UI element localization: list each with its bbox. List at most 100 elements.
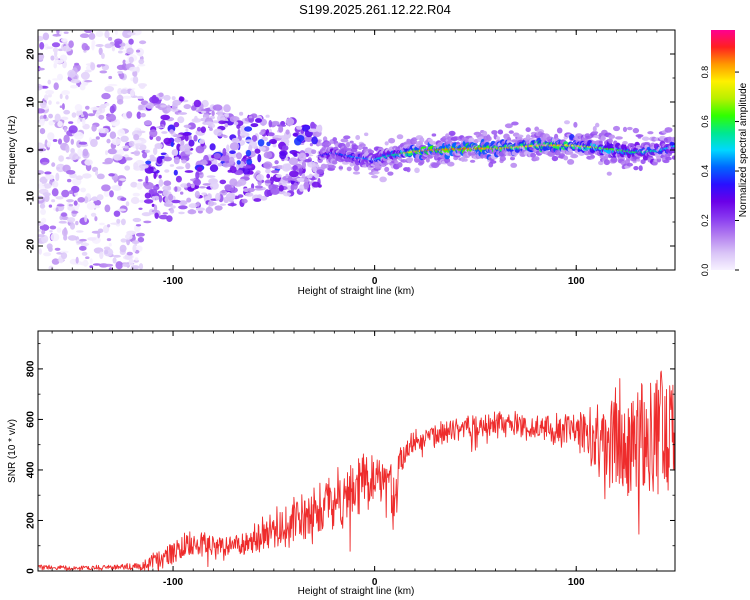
heatmap-cell bbox=[117, 208, 127, 212]
heatmap-cell bbox=[264, 189, 271, 198]
heatmap-cell bbox=[56, 101, 60, 105]
heatmap-cell bbox=[173, 121, 180, 128]
heatmap-cell bbox=[52, 139, 58, 142]
heatmap-cell bbox=[42, 32, 50, 41]
heatmap-cell bbox=[244, 139, 254, 143]
heatmap-cell bbox=[254, 188, 264, 191]
heatmap-cell bbox=[182, 132, 191, 136]
heatmap-cell bbox=[243, 174, 250, 177]
heatmap-cell bbox=[196, 166, 203, 172]
heatmap-cell bbox=[48, 100, 52, 105]
y-tick-label: 0 bbox=[26, 568, 37, 574]
heatmap-cell bbox=[112, 257, 117, 264]
heatmap-cell bbox=[610, 157, 618, 163]
heatmap-cell bbox=[108, 75, 113, 80]
heatmap-cell bbox=[591, 131, 599, 135]
heatmap-cell bbox=[63, 234, 68, 241]
heatmap-cell bbox=[245, 192, 254, 197]
heatmap-cell bbox=[158, 214, 169, 220]
heatmap-cell bbox=[364, 132, 369, 137]
heatmap-cell bbox=[626, 126, 633, 131]
heatmap-cell bbox=[615, 136, 623, 140]
heatmap-cell bbox=[119, 244, 127, 253]
heatmap-cell bbox=[204, 121, 214, 125]
heatmap-cell bbox=[126, 230, 136, 236]
heatmap-cell bbox=[187, 122, 196, 130]
heatmap-cell bbox=[123, 145, 129, 149]
heatmap-cell bbox=[296, 125, 303, 130]
heatmap-cell bbox=[184, 170, 194, 173]
heatmap-cell bbox=[46, 141, 52, 148]
heatmap-cell bbox=[248, 116, 253, 119]
heatmap-cell bbox=[237, 154, 241, 158]
heatmap-cell bbox=[490, 160, 497, 164]
heatmap-cell bbox=[219, 179, 227, 185]
snr-x-ticks: -100 0 100 bbox=[51, 331, 658, 588]
heatmap-cell bbox=[67, 217, 76, 223]
heatmap-cell bbox=[40, 217, 47, 224]
heatmap-cell bbox=[69, 190, 74, 195]
heatmap-cell bbox=[138, 263, 144, 270]
colorbar-tick-label: 0.8 bbox=[700, 66, 710, 79]
heatmap-cell bbox=[79, 33, 90, 38]
heatmap-cell bbox=[117, 70, 123, 74]
heatmap-cell bbox=[296, 178, 305, 181]
heatmap-cell bbox=[86, 202, 96, 210]
heatmap-cell bbox=[119, 178, 126, 181]
heatmap-cell bbox=[331, 165, 336, 169]
heatmap-cell bbox=[225, 192, 236, 202]
heatmap-cell bbox=[185, 152, 193, 155]
heatmap-cell bbox=[82, 173, 92, 179]
heatmap-cell bbox=[158, 174, 162, 179]
heatmap-cell bbox=[139, 40, 147, 45]
heatmap-cell bbox=[99, 70, 108, 74]
heatmap-cell bbox=[338, 166, 343, 170]
heatmap-cell bbox=[89, 265, 94, 269]
heatmap-cell bbox=[367, 149, 375, 154]
heatmap-cell bbox=[133, 139, 142, 144]
heatmap-cell bbox=[132, 192, 140, 197]
heatmap-cell bbox=[68, 40, 74, 48]
heatmap-cell bbox=[84, 159, 93, 166]
heatmap-cell bbox=[58, 138, 62, 145]
heatmap-cell bbox=[241, 135, 245, 139]
heatmap-cell bbox=[217, 114, 226, 123]
heatmap-cell bbox=[143, 120, 152, 126]
heatmap-cell bbox=[154, 143, 163, 149]
heatmap-cell bbox=[108, 173, 115, 177]
heatmap-cell bbox=[79, 238, 87, 242]
heatmap-cell bbox=[239, 111, 244, 116]
heatmap-cell bbox=[175, 175, 182, 183]
heatmap-cell bbox=[218, 120, 226, 125]
heatmap-cell bbox=[169, 164, 175, 167]
x-tick-label: 100 bbox=[568, 276, 585, 287]
heatmap-cell bbox=[253, 198, 262, 202]
heatmap-cell bbox=[108, 242, 112, 247]
heatmap-cell bbox=[551, 155, 559, 162]
heatmap-cell bbox=[160, 104, 167, 108]
snr-x-label: Height of straight line (km) bbox=[298, 586, 415, 597]
heatmap-cell bbox=[137, 179, 143, 182]
heatmap-cell bbox=[60, 250, 69, 254]
heatmap-cell bbox=[224, 123, 229, 128]
heatmap-cell bbox=[107, 83, 118, 87]
heatmap-cell bbox=[63, 109, 71, 115]
heatmap-cell bbox=[128, 56, 134, 63]
figure-title: S199.2025.261.12.22.R04 bbox=[299, 2, 451, 17]
heatmap-cell bbox=[71, 112, 77, 118]
colorbar-tick-label: 0.2 bbox=[700, 214, 710, 227]
heatmap-cell bbox=[87, 113, 96, 117]
heatmap-cell bbox=[169, 208, 175, 214]
heatmap-cell bbox=[213, 153, 221, 159]
heatmap-cell bbox=[263, 161, 273, 170]
heatmap-cell bbox=[54, 113, 61, 122]
heatmap-cell bbox=[603, 159, 611, 166]
heatmap-cell bbox=[244, 126, 253, 132]
heatmap-cell bbox=[65, 144, 70, 153]
heatmap-cell bbox=[117, 128, 126, 137]
heatmap-cell bbox=[38, 35, 44, 42]
heatmap-cell bbox=[340, 138, 349, 143]
heatmap-cell bbox=[487, 136, 492, 142]
heatmap-cell bbox=[70, 138, 75, 145]
